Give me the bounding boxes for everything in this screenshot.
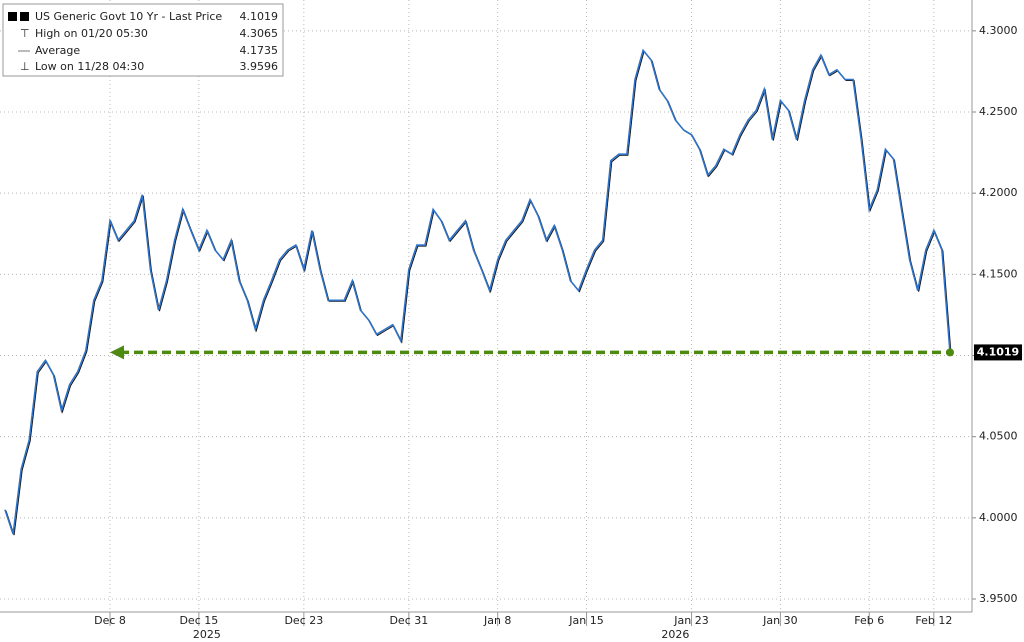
- legend-label: High on 01/20 05:30: [35, 27, 148, 40]
- last-price-label: 4.1019: [977, 345, 1019, 358]
- last-price-dot: [946, 348, 954, 357]
- legend-box: [2, 3, 284, 77]
- y-tick-label: 3.9500: [979, 592, 1018, 605]
- x-tick-label: Feb 6: [854, 614, 884, 627]
- last-price-box: [974, 344, 1022, 361]
- year-label: 2026: [661, 628, 689, 641]
- legend-value: 4.1735: [240, 44, 279, 57]
- x-tick-label: Jan 15: [568, 614, 603, 627]
- y-tick-label: 4.0500: [979, 430, 1018, 443]
- price-line: [4, 48, 951, 535]
- y-tick-label: 4.2000: [979, 186, 1018, 199]
- legend-swatch: [20, 12, 29, 21]
- x-tick-label: Jan 8: [483, 614, 511, 627]
- legend-value: 4.3065: [240, 27, 279, 40]
- last-price-arrow: [110, 345, 124, 360]
- legend: US Generic Govt 10 Yr - Last Price 4.101…: [2, 3, 284, 77]
- legend-label: Low on 11/28 04:30: [35, 60, 144, 73]
- legend-swatch: [8, 12, 17, 21]
- legend-label: Average: [35, 44, 80, 57]
- x-tick-label: Dec 31: [389, 614, 428, 627]
- y-tick-label: 4.3000: [979, 24, 1018, 37]
- x-tick-label: Dec 15: [179, 614, 218, 627]
- year-label: 2025: [193, 628, 221, 641]
- legend-icon: ⊥: [20, 60, 30, 73]
- x-tick-label: Dec 23: [284, 614, 323, 627]
- y-tick-label: 4.2500: [979, 105, 1018, 118]
- x-tick-label: Jan 30: [762, 614, 797, 627]
- x-tick-label: Feb 12: [915, 614, 952, 627]
- x-tick-label: Jan 23: [673, 614, 708, 627]
- legend-label: US Generic Govt 10 Yr - Last Price: [35, 10, 222, 23]
- legend-icon: ⊤: [20, 27, 30, 40]
- x-tick-label: Dec 8: [94, 614, 126, 627]
- y-tick-label: 4.1500: [979, 267, 1018, 280]
- legend-value: 4.1019: [240, 10, 279, 23]
- legend-value: 3.9596: [240, 60, 279, 73]
- y-tick-label: 4.0000: [979, 511, 1018, 524]
